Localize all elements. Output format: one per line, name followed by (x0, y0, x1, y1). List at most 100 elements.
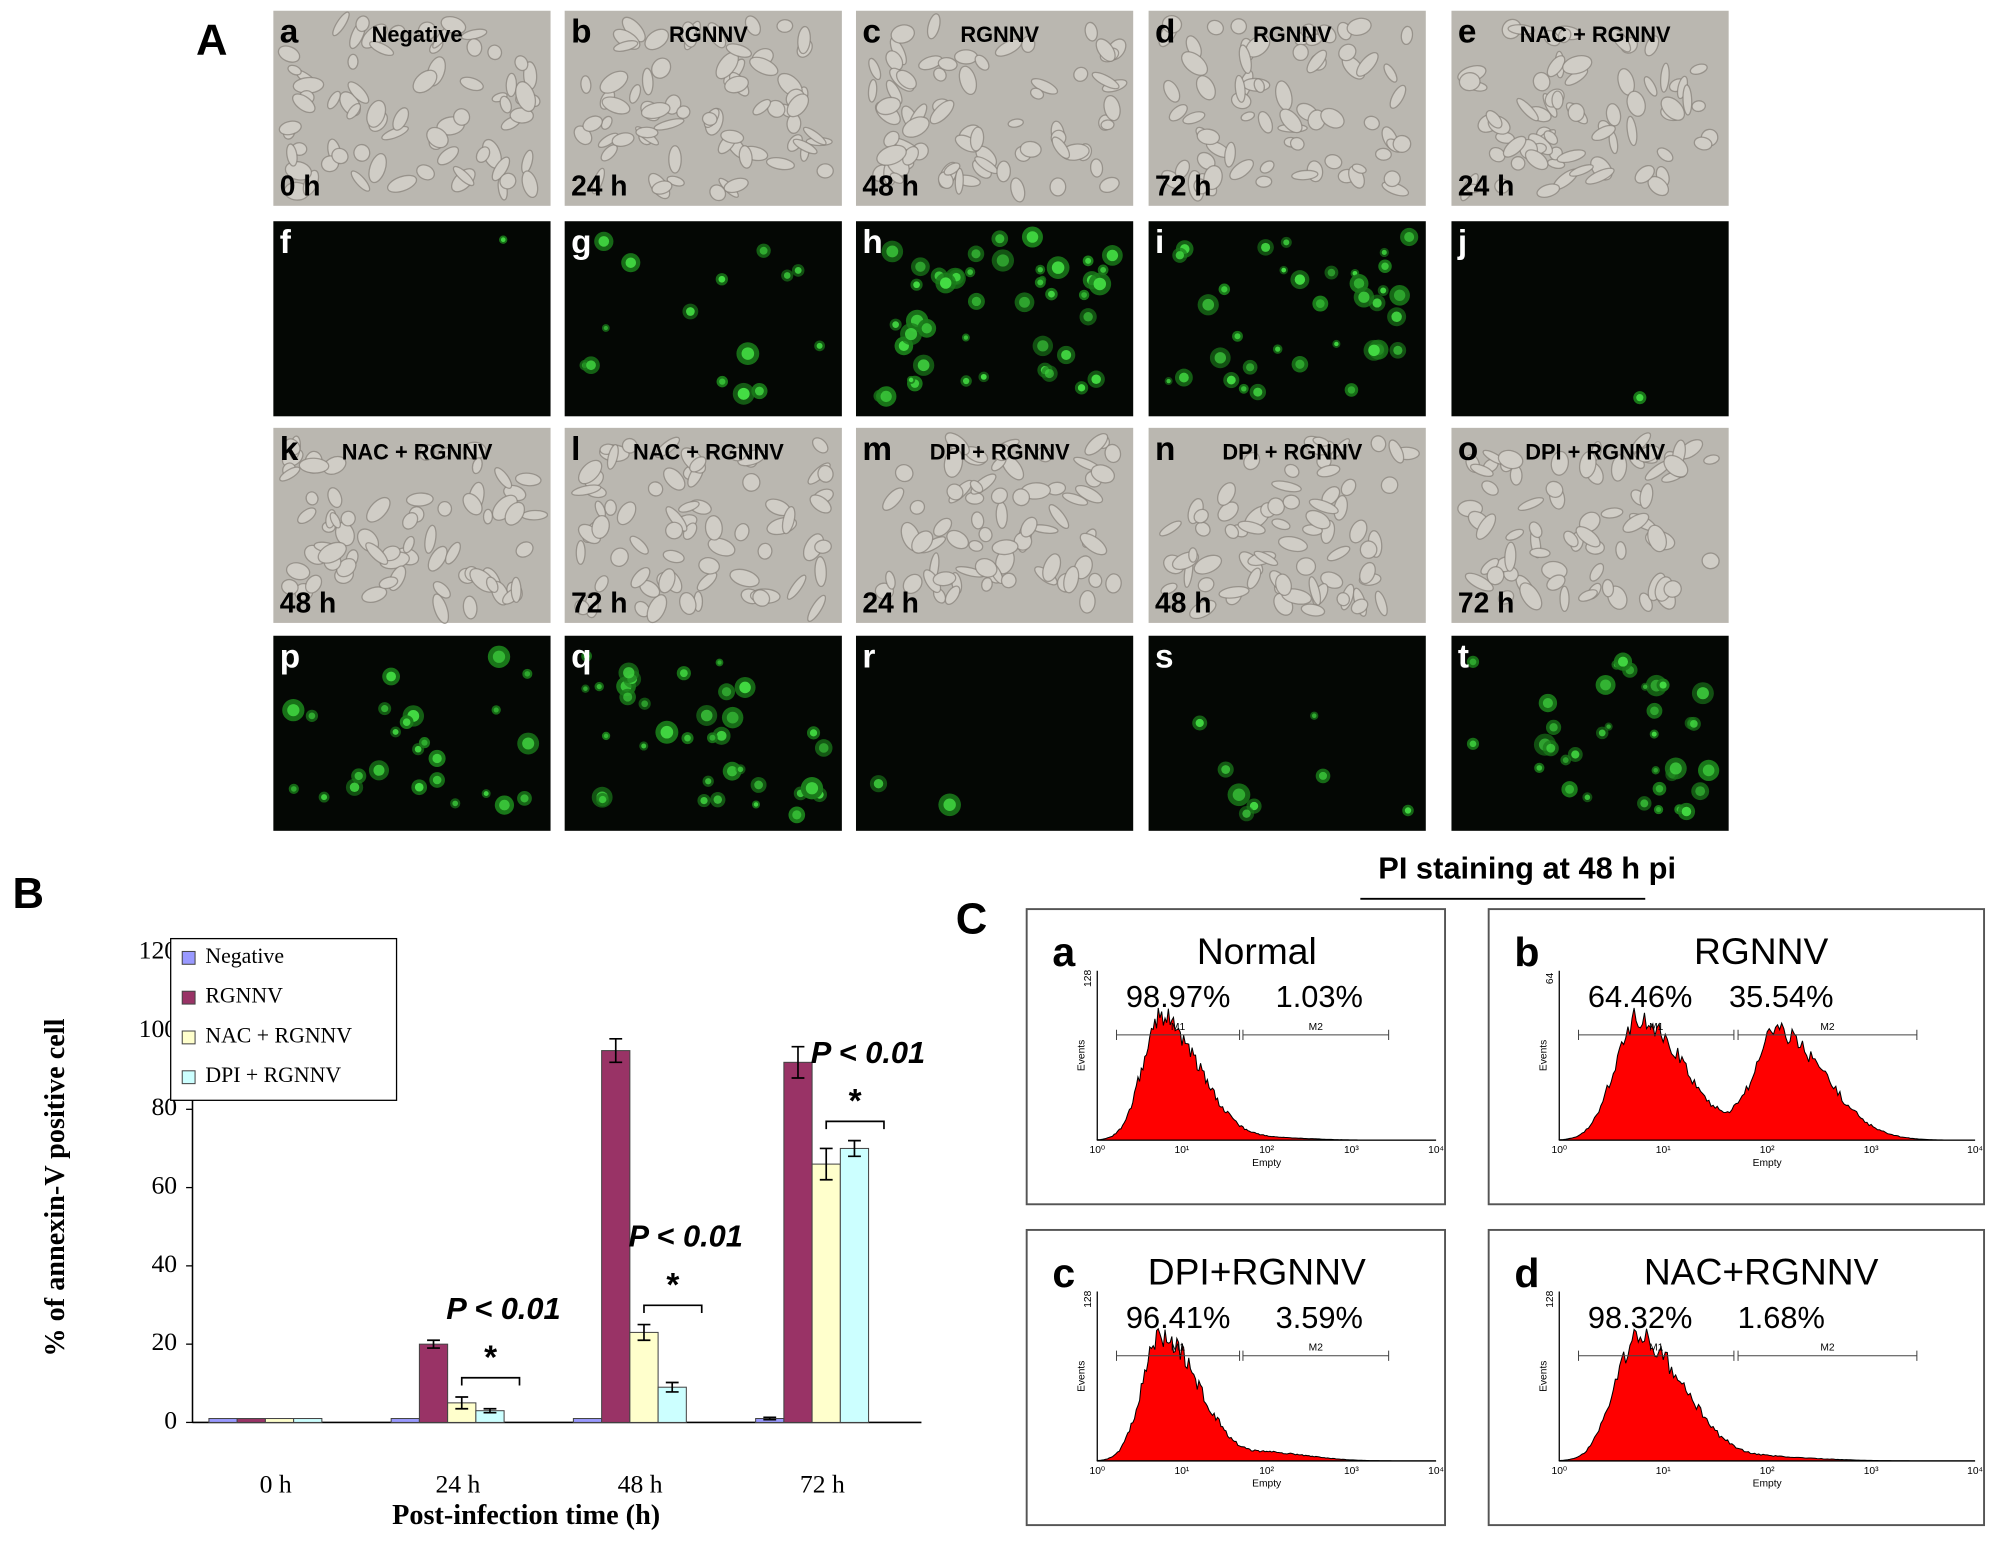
tile-label: NAC + RGNNV (1520, 22, 1671, 47)
fluorescent-cell-core (1249, 801, 1259, 811)
p-value: P < 0.01 (628, 1219, 742, 1254)
cell (1567, 102, 1585, 122)
fluorescent-cell-core (660, 725, 674, 739)
cell (1100, 119, 1115, 131)
cell (709, 184, 727, 202)
cell (621, 437, 638, 454)
cell (1095, 38, 1116, 62)
y-tick-label: 20 (151, 1327, 177, 1356)
cell (809, 494, 832, 514)
cell (647, 481, 664, 497)
cell (1030, 87, 1045, 100)
fluorescent-cell-core (1391, 311, 1402, 323)
cell (466, 38, 483, 57)
micrograph (1148, 221, 1426, 417)
fluorescent-cell-core (980, 373, 987, 380)
cell (720, 129, 745, 144)
cell (969, 126, 985, 152)
cell (944, 585, 961, 605)
gate-marker (1242, 1350, 1390, 1361)
fluorescent-cell-core (641, 700, 649, 708)
cell (707, 537, 736, 557)
cell (1510, 156, 1526, 171)
cell (482, 508, 494, 525)
cell (1546, 55, 1566, 78)
cell (1253, 78, 1266, 94)
cell (1359, 540, 1378, 559)
fluorescent-cell-core (1261, 242, 1271, 252)
cell (1284, 463, 1300, 478)
fluorescent-cell-core (709, 734, 716, 741)
cell (1610, 28, 1632, 53)
legend-label: DPI + RGNNV (205, 1063, 341, 1087)
tile-label: RGNNV (1253, 22, 1332, 47)
cell (1159, 520, 1182, 537)
plot-x-label: Empty (1753, 1479, 1783, 1490)
fluorescent-cell-core (783, 272, 791, 279)
cell (1181, 51, 1209, 76)
plot-x-tick-label: 10² (1259, 1466, 1274, 1477)
fluorescent-cell-core (1404, 807, 1412, 814)
cell (1074, 484, 1104, 504)
fluorescent-cell-core (679, 669, 688, 678)
cell (277, 45, 301, 63)
tile-letter: a (280, 14, 299, 51)
cell (510, 576, 522, 604)
fluorescent-cell-core (1549, 723, 1558, 732)
plot-x-tick-label: 10¹ (1175, 1466, 1190, 1477)
cell (1569, 164, 1594, 177)
cell (1639, 483, 1654, 509)
x-tick-label: 0 h (260, 1469, 292, 1498)
fluorescent-cell-core (1083, 312, 1093, 322)
histogram-box (1025, 1228, 1447, 1527)
plot-x-tick-label: 10⁴ (1967, 1466, 1983, 1477)
cell (387, 174, 418, 193)
percentage: 64.46% (1588, 979, 1692, 1014)
cell (1663, 580, 1682, 598)
fluorescent-cell-core (623, 692, 633, 702)
fluorescent-cell-core (1051, 261, 1065, 274)
percentage: 3.59% (1276, 1300, 1363, 1335)
p-value: P < 0.01 (446, 1291, 560, 1326)
gate-marker (1737, 1029, 1918, 1041)
cell (889, 172, 904, 184)
cell (1091, 71, 1120, 90)
cell (452, 165, 475, 187)
fluorescent-cell-core (623, 667, 635, 679)
panel-label: A (196, 16, 228, 64)
histogram-box (1487, 1228, 1986, 1527)
tile-label: RGNNV (960, 22, 1039, 47)
plot-x-tick-label: 10³ (1344, 1466, 1359, 1477)
fluorescent-cell-core (1077, 384, 1086, 392)
plot-ymax: 128 (1083, 970, 1094, 987)
cell (1703, 454, 1720, 465)
cell (1389, 84, 1407, 109)
cell (1197, 577, 1215, 593)
cell (388, 24, 406, 41)
cell (1336, 592, 1351, 607)
bar (293, 1418, 323, 1423)
legend-swatch (181, 1030, 196, 1045)
cell (1090, 158, 1104, 178)
fluorescent-cell-core (1242, 809, 1251, 818)
cell (334, 521, 355, 547)
tile-letter: q (571, 639, 591, 676)
fluorescent-cell-core (520, 794, 529, 803)
cell (1193, 554, 1223, 575)
cell (1104, 443, 1122, 464)
cell (1693, 136, 1713, 151)
tile-letter: b (571, 14, 591, 51)
bar (418, 1343, 449, 1423)
fluorescent-cell-core (381, 705, 389, 713)
cell (1020, 516, 1038, 538)
cell (797, 25, 811, 55)
cell (1528, 521, 1543, 539)
fluorescent-cell-core (726, 766, 738, 777)
plot-title: NAC+RGNNV (1644, 1251, 1879, 1293)
fluorescent-cell-core (1294, 274, 1306, 285)
tile-time: 24 h (862, 586, 918, 618)
cell (424, 524, 437, 554)
fluorescent-cell-core (1195, 718, 1204, 728)
cell (969, 479, 984, 494)
cell (1546, 574, 1566, 591)
